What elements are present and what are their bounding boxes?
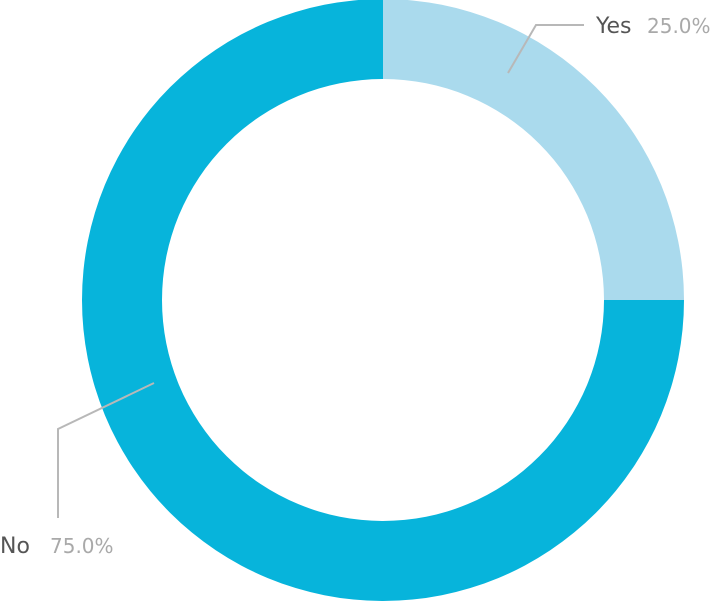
donut-slice-yes bbox=[383, 0, 684, 300]
donut-slices bbox=[82, 0, 684, 601]
leader-line-yes bbox=[507, 24, 584, 74]
slice-value-no: 75.0% bbox=[50, 534, 114, 558]
leader-line-no bbox=[57, 382, 155, 518]
slice-label-yes: Yes bbox=[595, 14, 632, 39]
slice-label-no: No bbox=[0, 534, 30, 559]
leader-lines bbox=[57, 24, 584, 518]
slice-value-yes: 25.0% bbox=[647, 14, 711, 38]
